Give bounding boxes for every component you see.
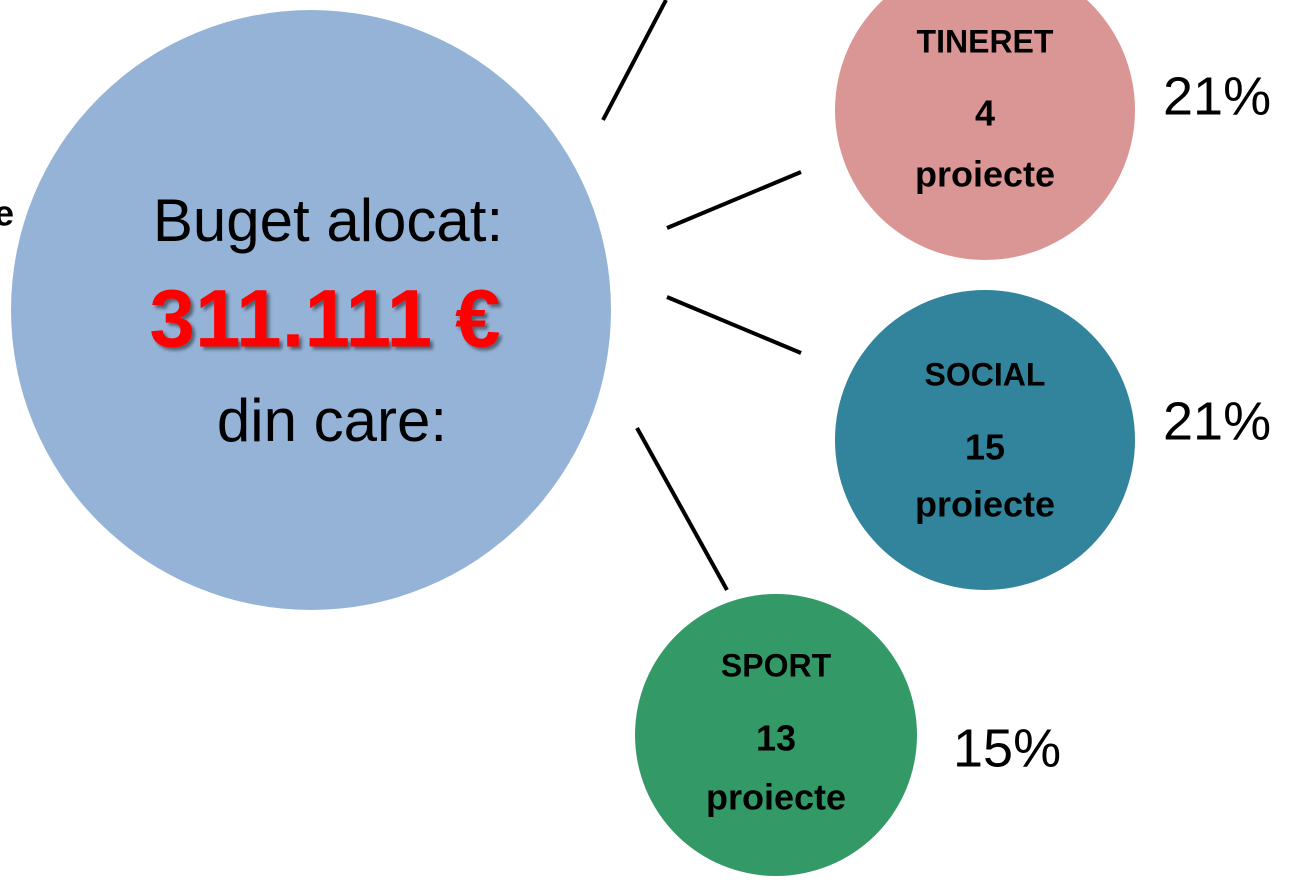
connector xyxy=(666,170,802,230)
left-fragment: e xyxy=(0,193,14,234)
node-name: TINERET xyxy=(917,23,1054,59)
center-line3: din care: xyxy=(217,387,447,454)
node-name: SPORT xyxy=(721,647,832,683)
social-circle xyxy=(835,290,1135,590)
center-circle xyxy=(11,10,611,610)
center-amount: 311.111 € xyxy=(149,274,500,365)
center-line1: Buget alocat: xyxy=(153,187,503,254)
node-name: SOCIAL xyxy=(925,356,1046,392)
tineret-circle xyxy=(835,0,1135,260)
connector xyxy=(601,0,668,121)
node-unit: proiecte xyxy=(706,777,846,818)
node-count: 15 xyxy=(965,427,1005,468)
node-count: 4 xyxy=(975,93,995,134)
connector xyxy=(666,295,802,355)
node-percent: 15% xyxy=(953,718,1061,778)
sport-circle xyxy=(635,594,917,876)
node-unit: proiecte xyxy=(915,154,1055,195)
node-percent: 21% xyxy=(1163,391,1271,451)
connector xyxy=(635,427,729,591)
node-unit: proiecte xyxy=(915,484,1055,525)
node-percent: 21% xyxy=(1163,66,1271,126)
node-count: 13 xyxy=(756,718,796,759)
